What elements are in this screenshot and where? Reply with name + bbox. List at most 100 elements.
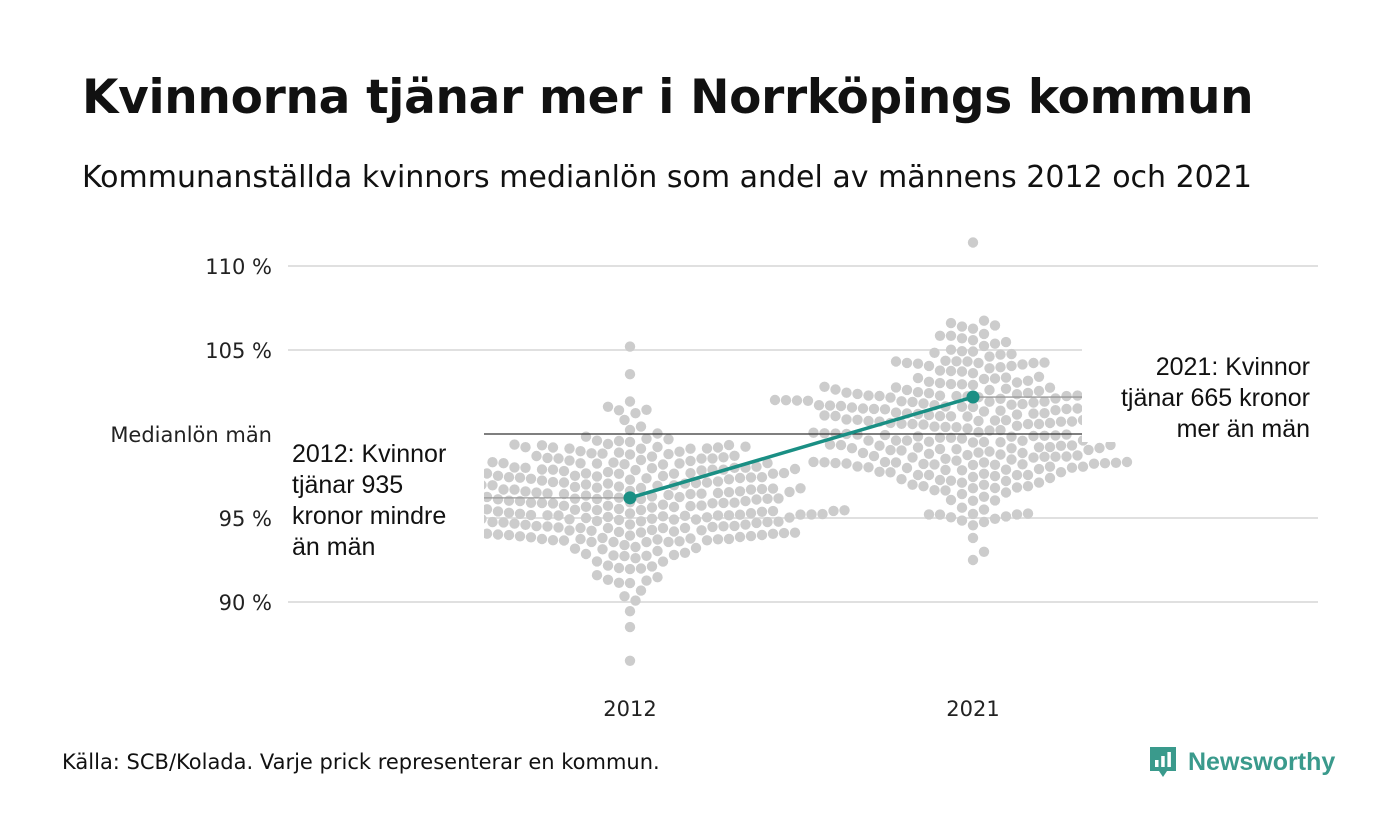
data-point-2021 [995, 437, 1006, 448]
data-point-2012 [492, 529, 504, 540]
data-point-2012 [514, 495, 526, 507]
data-point-2021 [874, 440, 885, 451]
data-point-2021 [1006, 399, 1017, 410]
data-point-2021 [956, 477, 968, 488]
data-point-2012 [580, 431, 592, 442]
data-point-2021 [967, 401, 979, 413]
data-point-2021 [918, 419, 929, 430]
data-point-2021 [989, 338, 1001, 349]
highlight-point-2021 [966, 390, 980, 404]
data-point-2021 [923, 360, 935, 372]
data-point-2012 [624, 519, 636, 530]
data-point-2021 [835, 400, 847, 412]
data-point-2021 [890, 407, 902, 418]
data-point-2012 [575, 522, 586, 534]
data-point-2021 [989, 415, 1001, 426]
data-point-2021 [912, 431, 924, 442]
data-point-2021 [819, 457, 830, 468]
data-point-2012 [613, 562, 625, 574]
data-point-2012 [481, 504, 493, 515]
data-point-2021 [945, 494, 957, 506]
data-point-2012 [756, 506, 768, 517]
data-point-2021 [929, 421, 940, 432]
annotation-bg-2012 [288, 436, 484, 562]
data-point-2021 [907, 452, 918, 463]
data-point-2021 [956, 379, 968, 390]
data-point-2012 [745, 472, 757, 483]
data-point-2012 [635, 482, 647, 494]
data-point-2021 [1011, 377, 1023, 388]
data-point-2021 [956, 321, 968, 332]
data-point-2021 [1077, 461, 1089, 472]
data-point-2021 [1017, 459, 1028, 470]
data-point-2021 [934, 432, 946, 443]
data-point-2012 [487, 480, 498, 491]
data-point-2012 [635, 563, 647, 574]
data-point-2012 [569, 481, 581, 493]
data-point-2012 [641, 550, 652, 561]
data-point-2021 [978, 406, 990, 417]
data-point-2021 [901, 384, 913, 396]
data-point-2012 [778, 467, 790, 479]
data-point-2021 [978, 457, 990, 468]
data-point-2021 [918, 481, 929, 492]
data-point-2012 [668, 501, 680, 513]
data-point-2021 [1006, 454, 1017, 465]
data-point-2012 [630, 464, 641, 476]
data-point-2012 [613, 405, 625, 416]
data-point-2012 [745, 484, 757, 495]
data-point-2012 [564, 443, 575, 454]
data-point-2021 [901, 357, 913, 369]
data-point-2021 [945, 365, 957, 377]
data-point-2021 [984, 384, 995, 396]
data-point-2012 [591, 570, 603, 581]
data-point-2021 [1022, 469, 1034, 481]
data-point-2021 [973, 447, 984, 458]
data-point-2012 [696, 488, 707, 499]
data-point-2021 [863, 415, 874, 427]
data-point-2021 [995, 405, 1006, 416]
data-point-2012 [531, 520, 542, 532]
data-point-2012 [657, 556, 669, 567]
data-point-2012 [723, 439, 735, 451]
data-point-2021 [874, 466, 885, 477]
data-point-2012 [641, 575, 652, 586]
data-point-2021 [945, 344, 957, 355]
data-point-2012 [773, 516, 784, 527]
data-point-2012 [652, 441, 663, 453]
data-point-2021 [1044, 472, 1056, 484]
data-point-2021 [978, 516, 990, 528]
data-point-2021 [945, 512, 957, 523]
data-point-2021 [1011, 409, 1023, 420]
data-point-2012 [580, 512, 592, 524]
data-point-2012 [707, 453, 718, 464]
data-point-2012 [514, 531, 526, 542]
highlight-point-2012 [623, 491, 637, 505]
data-point-2012 [679, 522, 691, 534]
data-point-2021 [868, 450, 880, 462]
data-point-2021 [1028, 357, 1039, 369]
data-point-2012 [575, 446, 586, 457]
data-point-2021 [830, 384, 841, 395]
data-point-2012 [498, 517, 509, 528]
data-point-2012 [646, 513, 658, 524]
data-point-2012 [657, 511, 669, 522]
data-point-2021 [978, 436, 990, 448]
data-point-2012 [564, 455, 575, 466]
data-point-2012 [564, 525, 575, 536]
data-point-2012 [509, 462, 520, 473]
data-point-2012 [492, 470, 504, 481]
data-point-2012 [635, 504, 647, 516]
data-point-2021 [989, 482, 1001, 494]
data-point-2012 [839, 505, 850, 516]
data-point-2012 [663, 434, 674, 445]
data-point-2012 [531, 450, 542, 462]
data-point-2021 [841, 387, 852, 398]
data-point-2012 [591, 515, 603, 527]
data-point-2021 [1033, 371, 1045, 382]
data-point-2021 [852, 414, 863, 425]
data-point-2021 [984, 363, 995, 374]
data-point-2021 [984, 396, 995, 407]
data-point-2012 [679, 510, 691, 521]
data-point-2021 [1110, 457, 1122, 468]
